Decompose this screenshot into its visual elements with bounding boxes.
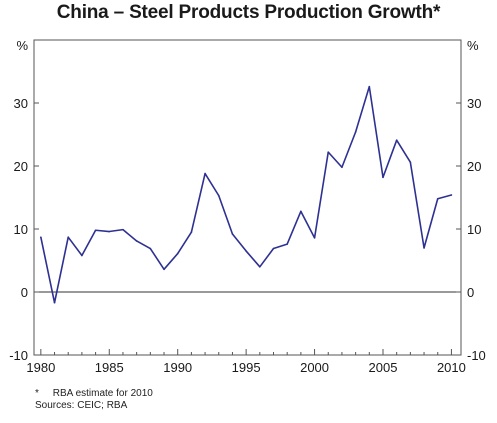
data-point-1990 bbox=[176, 252, 179, 255]
y-unit-label-left: % bbox=[16, 38, 28, 53]
data-point-1998 bbox=[286, 243, 288, 245]
data-point-1986 bbox=[122, 228, 124, 231]
data-point-2003 bbox=[354, 131, 357, 133]
y-tick-label-right: -10 bbox=[467, 348, 486, 363]
data-point-1985 bbox=[108, 230, 111, 233]
x-tick-label: 1985 bbox=[95, 360, 124, 375]
x-tick-label: 2010 bbox=[437, 360, 466, 375]
data-point-1997 bbox=[272, 247, 275, 250]
data-point-1980 bbox=[40, 236, 42, 238]
x-tick-label: 2005 bbox=[369, 360, 398, 375]
data-point-2001 bbox=[327, 151, 330, 153]
data-point-1984 bbox=[94, 229, 97, 232]
y-tick-label-left: 10 bbox=[14, 222, 28, 237]
y-tick-label-left: 20 bbox=[14, 159, 28, 174]
y-tick-label-right: 0 bbox=[467, 285, 474, 300]
data-point-1987 bbox=[135, 240, 138, 242]
x-tick-label: 2000 bbox=[300, 360, 329, 375]
data-point-1994 bbox=[231, 233, 234, 235]
data-point-2002 bbox=[341, 166, 343, 169]
data-point-1993 bbox=[217, 194, 220, 197]
data-point-2005 bbox=[382, 176, 384, 179]
plot-frame bbox=[33, 39, 462, 356]
x-tick-label: 1995 bbox=[232, 360, 261, 375]
chart-title: China – Steel Products Production Growth… bbox=[56, 2, 441, 23]
y-tick-label-right: 20 bbox=[467, 159, 481, 174]
y-tick-label-left: 0 bbox=[21, 285, 28, 300]
data-point-1999 bbox=[300, 210, 302, 213]
data-point-2010 bbox=[450, 194, 453, 196]
data-point-2004 bbox=[368, 85, 371, 88]
chart-notes: * RBA estimate for 2010 Sources: CEIC; R… bbox=[35, 388, 153, 412]
data-point-1991 bbox=[190, 231, 193, 233]
y-tick-label-left: 30 bbox=[14, 96, 28, 111]
data-point-1988 bbox=[149, 247, 152, 250]
footnote-estimate: * RBA estimate for 2010 bbox=[35, 388, 153, 399]
data-point-1983 bbox=[81, 254, 83, 257]
y-tick-label-right: 30 bbox=[467, 96, 481, 111]
data-point-1996 bbox=[259, 266, 261, 268]
y-unit-label-right: % bbox=[467, 38, 479, 53]
x-tick-label: 1980 bbox=[26, 360, 55, 375]
data-point-1992 bbox=[204, 172, 206, 175]
data-point-1981 bbox=[53, 301, 56, 304]
data-point-1989 bbox=[163, 268, 165, 271]
data-point-2008 bbox=[423, 247, 425, 249]
data-point-1982 bbox=[67, 236, 70, 238]
footnote-sources: Sources: CEIC; RBA bbox=[35, 400, 128, 411]
y-tick-label-right: 10 bbox=[467, 222, 481, 237]
data-point-2006 bbox=[395, 139, 398, 141]
y-tick-label-left: -10 bbox=[9, 348, 28, 363]
data-point-1995 bbox=[245, 250, 247, 252]
series-line bbox=[40, 85, 452, 304]
data-point-2009 bbox=[436, 197, 439, 200]
data-point-2007 bbox=[409, 161, 412, 164]
data-point-2000 bbox=[313, 237, 316, 239]
x-tick-label: 1990 bbox=[163, 360, 192, 375]
